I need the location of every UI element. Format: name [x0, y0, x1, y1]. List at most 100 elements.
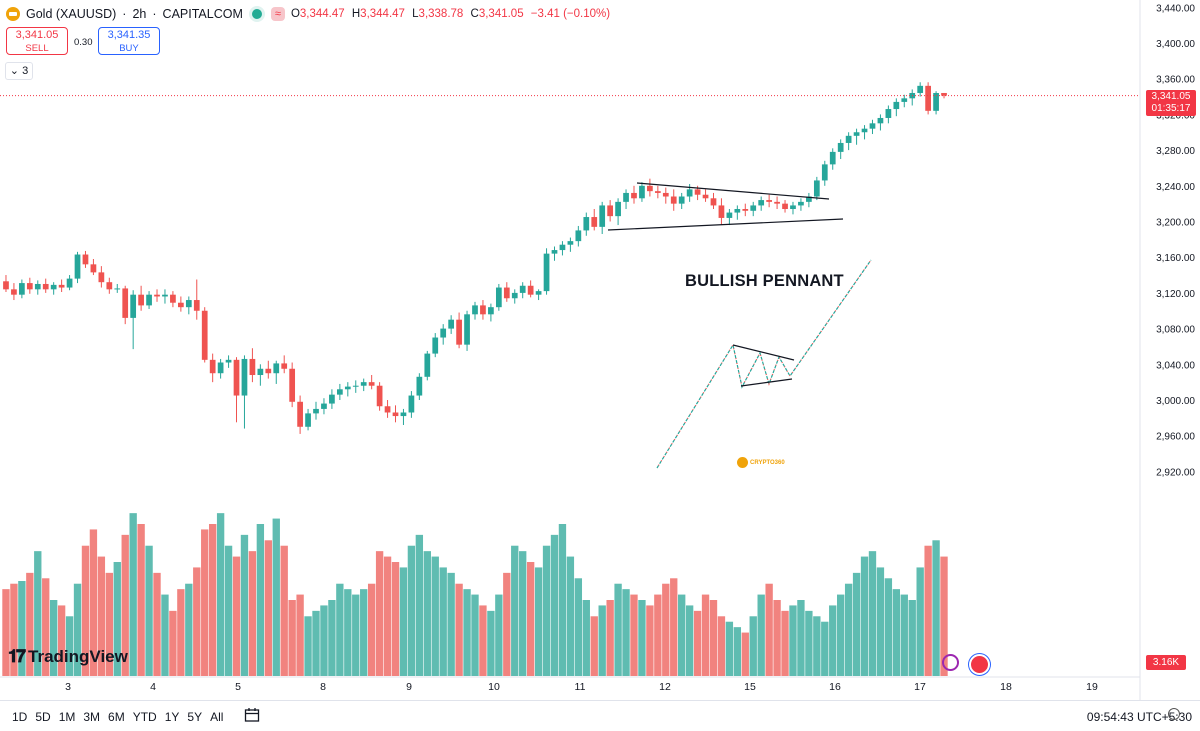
candle-body	[74, 254, 81, 279]
candle-body	[837, 142, 844, 152]
y-tick-label: 3,160.00	[1156, 253, 1195, 264]
candle-body	[813, 180, 820, 197]
volume-bar	[717, 616, 726, 676]
candle-body	[50, 284, 57, 290]
candle-body	[305, 413, 311, 427]
volume-bar	[312, 610, 320, 676]
candle-body	[774, 201, 780, 204]
candle-body	[647, 185, 653, 192]
volume-bar	[208, 524, 217, 676]
symbol-name[interactable]: Gold (XAUUSD)	[26, 7, 117, 21]
volume-bar	[375, 551, 384, 676]
volume-bar	[916, 567, 924, 676]
y-tick-label: 3,080.00	[1156, 325, 1195, 336]
us-flag-icon[interactable]	[969, 654, 990, 675]
volume-bar	[201, 529, 209, 676]
volume-bar	[670, 578, 678, 676]
low-value: 3,338.78	[418, 8, 464, 20]
watermark-logo-icon	[737, 457, 748, 468]
candle-body	[917, 85, 924, 93]
candle-body	[384, 406, 391, 413]
candle-body	[392, 412, 399, 417]
candle-body	[424, 353, 431, 377]
clock[interactable]: 09:54:43 UTC+5:30	[1086, 710, 1192, 724]
tf-5d[interactable]: 5D	[35, 710, 51, 724]
interval-label[interactable]: 2h	[132, 7, 147, 21]
volume-bar	[844, 583, 853, 676]
volume-bar	[693, 610, 702, 676]
candle-body	[861, 128, 868, 133]
volume-bar	[511, 545, 519, 676]
candle-body	[583, 217, 590, 231]
buy-button[interactable]: 3,341.35 BUY	[98, 27, 160, 55]
volume-bar	[852, 572, 861, 676]
candle-body	[82, 254, 89, 265]
volume-bar	[876, 567, 885, 676]
volume-bar	[662, 583, 670, 676]
candle-body	[217, 362, 224, 374]
bar-countdown: 01:35:17	[1151, 103, 1191, 114]
tradingview-logo-icon: 𝟏𝟕	[8, 646, 26, 666]
volume-bar	[360, 589, 368, 676]
candle-body	[273, 363, 280, 374]
candle-body	[416, 376, 423, 396]
x-tick-label: 8	[320, 681, 326, 693]
candle-body	[821, 164, 828, 181]
volume-bar	[352, 594, 360, 676]
candle-body	[289, 368, 296, 402]
volume-bar	[526, 562, 535, 676]
volume-bar	[431, 556, 439, 676]
volume-bar	[10, 583, 18, 676]
volume-bar	[161, 594, 169, 676]
volume-bar	[185, 583, 193, 676]
volume-bar	[590, 616, 598, 676]
candle-body	[26, 283, 33, 290]
tradingview-logo[interactable]: 𝟏𝟕 TradingView	[8, 646, 128, 666]
pennant-diagram-path	[656, 259, 872, 469]
volume-bar	[892, 589, 901, 676]
volume-bar	[733, 627, 742, 676]
candle-body	[718, 205, 725, 218]
tf-all[interactable]: All	[210, 710, 224, 724]
calendar-icon[interactable]	[244, 707, 260, 723]
candle-body	[130, 294, 137, 318]
flash-icon[interactable]	[942, 654, 959, 671]
tf-6m[interactable]: 6M	[108, 710, 125, 724]
volume-bar	[137, 524, 145, 676]
sell-button[interactable]: 3,341.05 SELL	[6, 27, 68, 55]
open-value: 3,344.47	[299, 8, 345, 20]
y-tick-label: 2,920.00	[1156, 467, 1195, 478]
tf-1d[interactable]: 1D	[12, 710, 28, 724]
tf-ytd[interactable]: YTD	[132, 710, 157, 724]
candle-body	[146, 294, 152, 306]
sell-price: 3,341.05	[15, 29, 59, 41]
volume-bar	[503, 572, 511, 676]
volume-bar	[773, 600, 781, 676]
candle-body	[758, 200, 765, 206]
volume-bar	[741, 632, 749, 676]
x-tick-label: 11	[575, 681, 586, 693]
candle-body	[3, 281, 9, 290]
tf-5y[interactable]: 5Y	[187, 710, 203, 724]
candle-body	[503, 287, 510, 299]
candle-body	[400, 412, 407, 417]
candle-body	[869, 123, 876, 129]
y-tick-label: 3,040.00	[1156, 360, 1195, 371]
separator: ·	[122, 7, 127, 21]
tf-3m[interactable]: 3M	[83, 710, 101, 724]
y-tick-label: 3,440.00	[1156, 3, 1195, 14]
high-value: 3,344.47	[360, 8, 405, 20]
settings-gear-icon[interactable]	[1168, 708, 1180, 720]
tf-1m[interactable]: 1M	[58, 710, 76, 724]
indicators-toggle[interactable]: ⌄ 3	[5, 62, 33, 80]
volume-tag: 3.16K	[1146, 655, 1186, 670]
candle-body	[591, 217, 598, 227]
x-tick-label: 18	[1000, 681, 1012, 693]
candle-body	[790, 205, 796, 210]
volume-bar	[439, 567, 447, 676]
tf-1y[interactable]: 1Y	[164, 710, 180, 724]
y-tick-label: 3,000.00	[1156, 396, 1195, 407]
candle-body	[853, 132, 860, 136]
price-chart[interactable]: 2,920.00 2,960.00 3,000.00 3,040.00 3,080.00…	[0, 0, 1200, 700]
last-price: 3,341.05	[1151, 91, 1191, 102]
